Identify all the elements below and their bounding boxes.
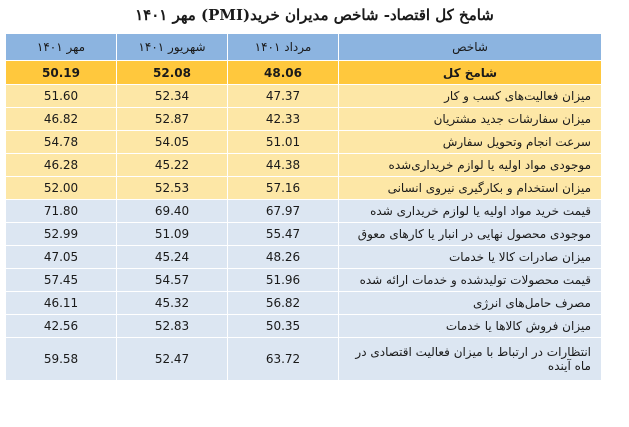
header-mordad: مرداد ۱۴۰۱ — [227, 33, 339, 61]
cell-shahrivar: 54.57 — [116, 268, 228, 292]
header-mehr: مهر ۱۴۰۱ — [5, 33, 117, 61]
row-name: سرعت انجام وتحویل سفارش — [338, 130, 602, 154]
cell-shahrivar: 52.87 — [116, 107, 228, 131]
table-row: انتظارات در ارتباط با میزان فعالیت اقتصا… — [5, 337, 602, 381]
cell-mehr: 46.82 — [5, 107, 117, 131]
cell-shahrivar: 52.34 — [116, 84, 228, 108]
cell-mehr: 59.58 — [5, 337, 117, 381]
cell-mordad: 57.16 — [227, 176, 339, 200]
row-name: قیمت خرید مواد اولیه یا لوازم خریداری شد… — [338, 199, 602, 223]
table-row: سرعت انجام وتحویل سفارش 51.01 54.05 54.7… — [5, 130, 602, 154]
table-row: میزان فروش کالاها یا خدمات 50.35 52.83 4… — [5, 314, 602, 338]
table-row: میزان سفارشات جدید مشتریان 42.33 52.87 4… — [5, 107, 602, 131]
cell-mordad: 48.26 — [227, 245, 339, 269]
row-name: میزان استخدام و بکارگیری نیروی انسانی — [338, 176, 602, 200]
pmi-table: شاخص مرداد ۱۴۰۱ شهریور ۱۴۰۱ مهر ۱۴۰۱ شام… — [5, 33, 602, 381]
cell-mehr: 57.45 — [5, 268, 117, 292]
cell-shahrivar: 45.24 — [116, 245, 228, 269]
table-row: موجودی محصول نهایی در انبار یا کارهای مع… — [5, 222, 602, 246]
row-name: میزان فروش کالاها یا خدمات — [338, 314, 602, 338]
header-index: شاخص — [338, 33, 602, 61]
cell-mordad: 42.33 — [227, 107, 339, 131]
cell-mordad: 67.97 — [227, 199, 339, 223]
cell-shahrivar: 45.32 — [116, 291, 228, 315]
cell-mehr: 71.80 — [5, 199, 117, 223]
cell-mordad: 55.47 — [227, 222, 339, 246]
cell-shahrivar: 54.05 — [116, 130, 228, 154]
row-name: موجودی محصول نهایی در انبار یا کارهای مع… — [338, 222, 602, 246]
cell-mordad: 56.82 — [227, 291, 339, 315]
cell-mehr: 51.60 — [5, 84, 117, 108]
row-name: میزان سفارشات جدید مشتریان — [338, 107, 602, 131]
cell-mordad: 63.72 — [227, 337, 339, 381]
row-name: شامخ کل — [338, 60, 602, 85]
table-row: میزان صادرات کالا یا خدمات 48.26 45.24 4… — [5, 245, 602, 269]
cell-mehr: 54.78 — [5, 130, 117, 154]
cell-mehr: 47.05 — [5, 245, 117, 269]
row-name: انتظارات در ارتباط با میزان فعالیت اقتصا… — [338, 337, 602, 381]
cell-mordad: 50.35 — [227, 314, 339, 338]
cell-shahrivar: 52.08 — [116, 60, 228, 85]
cell-mordad: 51.96 — [227, 268, 339, 292]
row-name: میزان فعالیت‌های کسب و کار — [338, 84, 602, 108]
cell-shahrivar: 45.22 — [116, 153, 228, 177]
cell-mehr: 50.19 — [5, 60, 117, 85]
cell-mehr: 52.00 — [5, 176, 117, 200]
row-name: مصرف حامل‌های انرژی — [338, 291, 602, 315]
cell-mehr: 42.56 — [5, 314, 117, 338]
cell-mordad: 47.37 — [227, 84, 339, 108]
row-name: موجودی مواد اولیه یا لوازم خریداری‌شده — [338, 153, 602, 177]
cell-mehr: 46.11 — [5, 291, 117, 315]
header-shahrivar: شهریور ۱۴۰۱ — [116, 33, 228, 61]
table-row: قیمت محصولات تولیدشده و خدمات ارائه شده … — [5, 268, 602, 292]
table-row: میزان استخدام و بکارگیری نیروی انسانی 57… — [5, 176, 602, 200]
cell-shahrivar: 52.83 — [116, 314, 228, 338]
row-name: قیمت محصولات تولیدشده و خدمات ارائه شده — [338, 268, 602, 292]
cell-mordad: 48.06 — [227, 60, 339, 85]
table-row: مصرف حامل‌های انرژی 56.82 45.32 46.11 — [5, 291, 602, 315]
cell-shahrivar: 69.40 — [116, 199, 228, 223]
cell-mehr: 46.28 — [5, 153, 117, 177]
cell-mordad: 51.01 — [227, 130, 339, 154]
cell-mehr: 52.99 — [5, 222, 117, 246]
cell-mordad: 44.38 — [227, 153, 339, 177]
row-name: میزان صادرات کالا یا خدمات — [338, 245, 602, 269]
cell-shahrivar: 51.09 — [116, 222, 228, 246]
cell-shahrivar: 52.47 — [116, 337, 228, 381]
total-row: شامخ کل 48.06 52.08 50.19 — [5, 60, 602, 85]
table-row: موجودی مواد اولیه یا لوازم خریداری‌شده 4… — [5, 153, 602, 177]
table-row: میزان فعالیت‌های کسب و کار 47.37 52.34 5… — [5, 84, 602, 108]
table-row: قیمت خرید مواد اولیه یا لوازم خریداری شد… — [5, 199, 602, 223]
table-title: شامخ کل اقتصاد- شاخص مدیران خرید(PMI) مه… — [135, 6, 494, 24]
header-row: شاخص مرداد ۱۴۰۱ شهریور ۱۴۰۱ مهر ۱۴۰۱ — [5, 33, 602, 61]
cell-shahrivar: 52.53 — [116, 176, 228, 200]
